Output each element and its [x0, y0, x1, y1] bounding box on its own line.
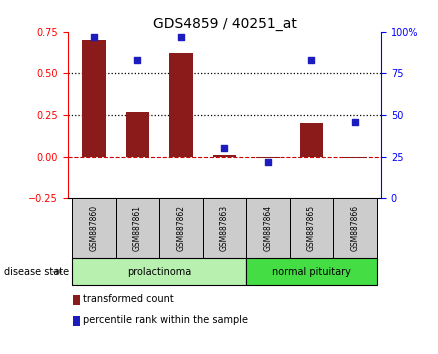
Point — [91, 34, 98, 40]
Point — [221, 145, 228, 151]
Point — [134, 57, 141, 63]
Text: prolactinoma: prolactinoma — [127, 267, 191, 277]
Bar — [246, 198, 290, 258]
Text: GSM887866: GSM887866 — [350, 205, 360, 251]
Bar — [300, 124, 323, 156]
Bar — [73, 295, 80, 305]
Text: GSM887861: GSM887861 — [133, 205, 142, 251]
Text: GSM887864: GSM887864 — [264, 205, 272, 251]
Bar — [212, 155, 237, 156]
Bar — [256, 156, 280, 158]
Bar — [72, 258, 246, 285]
Point — [351, 119, 358, 125]
Text: normal pituitary: normal pituitary — [272, 267, 351, 277]
Point — [177, 34, 184, 40]
Title: GDS4859 / 40251_at: GDS4859 / 40251_at — [152, 17, 297, 31]
Bar — [126, 112, 149, 156]
Text: GSM887863: GSM887863 — [220, 205, 229, 251]
Bar — [159, 198, 203, 258]
Bar — [333, 198, 377, 258]
Point — [265, 159, 272, 165]
Bar — [116, 198, 159, 258]
Text: transformed count: transformed count — [83, 294, 174, 304]
Point — [308, 57, 315, 63]
Text: GSM887860: GSM887860 — [89, 205, 99, 251]
Bar — [73, 316, 80, 326]
Bar — [203, 198, 246, 258]
Bar — [72, 198, 116, 258]
Text: GSM887862: GSM887862 — [177, 205, 185, 251]
Text: disease state: disease state — [4, 267, 70, 277]
Text: percentile rank within the sample: percentile rank within the sample — [83, 315, 248, 325]
Bar — [343, 156, 367, 158]
Bar — [82, 40, 106, 156]
Bar — [290, 198, 333, 258]
Bar — [246, 258, 377, 285]
Bar — [169, 53, 193, 156]
Text: GSM887865: GSM887865 — [307, 205, 316, 251]
